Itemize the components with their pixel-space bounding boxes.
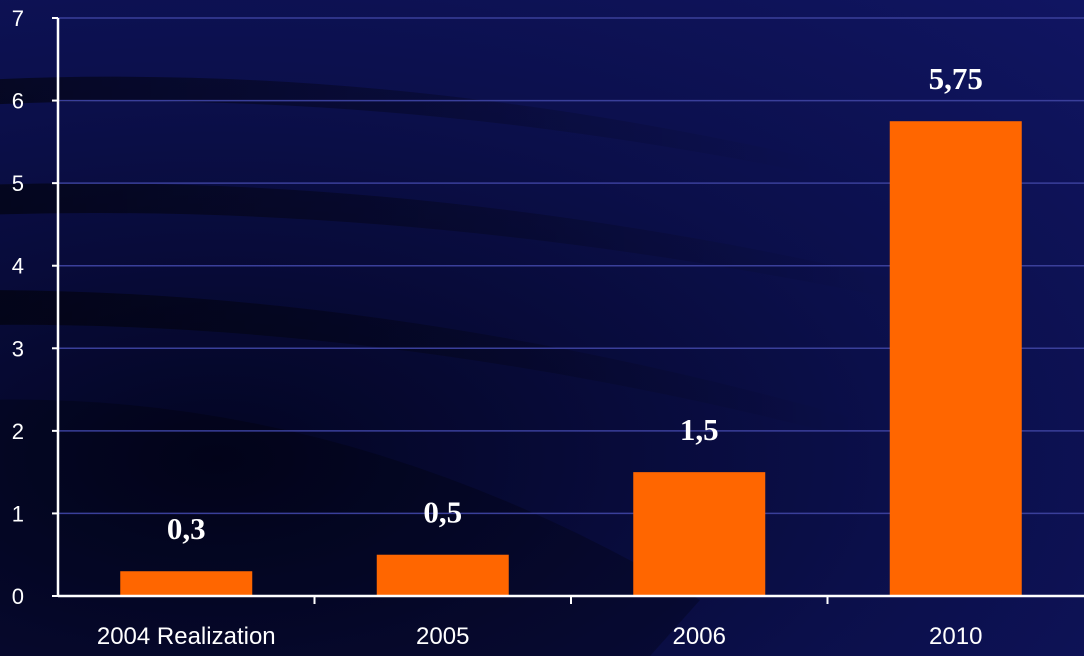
bar — [120, 571, 253, 596]
bar — [633, 472, 766, 596]
bars — [120, 121, 1022, 596]
y-tick-label: 0 — [12, 584, 24, 609]
labels: 0 1 2 3 4 5 6 7 0,3 2004 Realization 0,5 2005 1,5 200… — [12, 6, 983, 650]
y-tick-label: 2 — [12, 419, 24, 444]
x-tick-label: 2006 — [673, 623, 726, 650]
y-tick-label: 7 — [12, 6, 24, 31]
x-tick-label: 2004 Realization — [97, 623, 276, 650]
x-tick-label: 2005 — [416, 623, 469, 650]
y-tick-label: 4 — [12, 254, 24, 279]
bar — [889, 121, 1022, 596]
data-label: 0,3 — [167, 511, 206, 546]
data-label: 0,5 — [423, 495, 462, 530]
y-tick-label: 5 — [12, 171, 24, 196]
y-tick-label: 3 — [12, 336, 24, 361]
data-label: 1,5 — [680, 412, 719, 447]
bar — [376, 554, 509, 596]
y-tick-label: 1 — [12, 501, 24, 526]
data-label: 5,75 — [929, 61, 983, 96]
x-tick-label: 2010 — [929, 623, 982, 650]
y-tick-label: 6 — [12, 89, 24, 114]
axes — [52, 17, 1084, 604]
